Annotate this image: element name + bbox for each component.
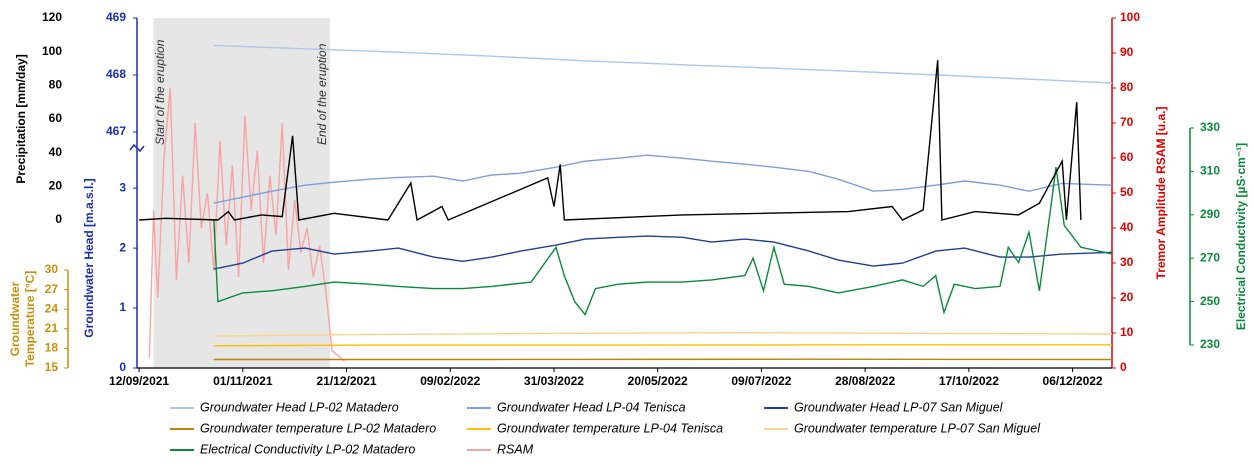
y-tick-label: 30: [45, 262, 59, 276]
x-tick-label: 12/09/2021: [109, 374, 169, 388]
y-tick-label: 60: [1120, 150, 1134, 164]
y-tick-label: 467: [106, 124, 126, 138]
series-line: [148, 87, 345, 362]
y-tick-label: 310: [1200, 164, 1220, 178]
y-tick-label: 24: [45, 301, 59, 315]
y-tick-label: 21: [45, 321, 59, 335]
y-tick-label: 27: [45, 282, 59, 296]
x-tick-label: 20/05/2022: [628, 374, 688, 388]
x-tick-label: 17/10/2022: [939, 374, 999, 388]
legend-label: Groundwater Head LP-07 San Miguel: [794, 400, 1004, 414]
y-tick-label: 1: [119, 300, 126, 314]
y-tick-label: 80: [49, 78, 63, 92]
y-tick-label: 40: [1120, 220, 1134, 234]
series-line: [213, 344, 1112, 347]
legend-label: Groundwater Head LP-04 Tenisca: [497, 400, 686, 414]
y-tick-label: 15: [45, 360, 59, 374]
y-tick-label: 250: [1200, 294, 1220, 308]
y-axis-title: Temperature [°C]: [23, 271, 37, 368]
y-tick-label: 469: [106, 10, 126, 24]
x-tick-label: 06/12/2022: [1043, 374, 1103, 388]
y-tick-label: 80: [1120, 80, 1134, 94]
x-tick-label: 09/07/2022: [731, 374, 791, 388]
y-tick-label: 330: [1200, 120, 1220, 134]
x-tick-label: 31/03/2022: [524, 374, 584, 388]
series-line: [213, 44, 1113, 84]
y-tick-label: 40: [49, 145, 63, 159]
y-axis-title: Electrical Conductivity [µS·cm⁻¹]: [1234, 143, 1248, 330]
y-tick-label: 20: [49, 179, 63, 193]
y-tick-label: 290: [1200, 207, 1220, 221]
y-axis-title: Precipitation [mm/day]: [14, 54, 28, 183]
y-tick-label: 0: [55, 212, 62, 226]
x-tick-label: 01/11/2021: [213, 374, 273, 388]
legend-label: Groundwater Head LP-02 Matadero: [200, 400, 399, 414]
y-tick-label: 468: [106, 67, 126, 81]
y-tick-label: 100: [42, 44, 62, 58]
legend-label: Groundwater temperature LP-07 San Miguel: [794, 421, 1041, 435]
eruption-annotation: Start of the eruption: [153, 39, 167, 145]
legend-label: RSAM: [497, 442, 534, 456]
x-tick-label: 28/08/2022: [835, 374, 895, 388]
x-tick-label: 21/12/2021: [316, 374, 376, 388]
y-tick-label: 10: [1120, 325, 1134, 339]
y-tick-label: 3: [119, 180, 126, 194]
series-line: [213, 331, 1113, 337]
y-axis-title: Groundwater: [8, 281, 22, 356]
y-tick-label: 100: [1120, 10, 1140, 24]
eruption-annotation: End of the eruption: [315, 43, 329, 145]
y-axis-title: Groundwater Head [m.a.s.l.]: [82, 178, 96, 337]
x-tick-label: 09/02/2022: [420, 374, 480, 388]
series-line: [213, 154, 1113, 204]
y-tick-label: 120: [42, 10, 62, 24]
y-tick-label: 30: [1120, 255, 1134, 269]
y-tick-label: 18: [45, 341, 59, 355]
series-line: [139, 60, 1082, 222]
legend-label: Groundwater temperature LP-04 Tenisca: [497, 421, 723, 435]
y-tick-label: 20: [1120, 290, 1134, 304]
y-tick-label: 230: [1200, 337, 1220, 351]
legend-label: Electrical Conductivity LP-02 Matadero: [200, 442, 415, 456]
y-tick-label: 70: [1120, 115, 1134, 129]
series-line: [213, 167, 1113, 316]
y-tick-label: 60: [49, 111, 63, 125]
y-tick-label: 0: [119, 360, 126, 374]
y-tick-label: 2: [119, 240, 126, 254]
series-line: [213, 235, 1113, 270]
legend-label: Groundwater temperature LP-02 Matadero: [200, 421, 436, 435]
y-tick-label: 0: [1120, 360, 1127, 374]
y-tick-label: 50: [1120, 185, 1134, 199]
y-axis-title: Tremor Amplitude RSAM [u.a.]: [1154, 107, 1168, 280]
y-tick-label: 270: [1200, 250, 1220, 264]
y-tick-label: 90: [1120, 45, 1134, 59]
